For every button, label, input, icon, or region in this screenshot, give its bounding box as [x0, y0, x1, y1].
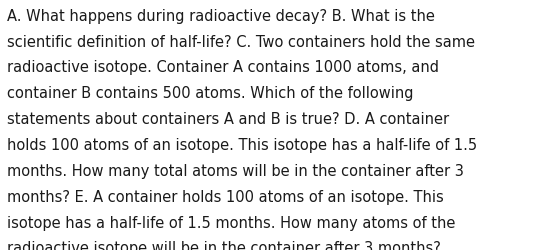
Text: months. How many total atoms will be in the container after 3: months. How many total atoms will be in … [7, 163, 464, 178]
Text: holds 100 atoms of an isotope. This isotope has a half-life of 1.5: holds 100 atoms of an isotope. This isot… [7, 138, 477, 152]
Text: months? E. A container holds 100 atoms of an isotope. This: months? E. A container holds 100 atoms o… [7, 189, 444, 204]
Text: isotope has a half-life of 1.5 months. How many atoms of the: isotope has a half-life of 1.5 months. H… [7, 215, 455, 230]
Text: A. What happens during radioactive decay? B. What is the: A. What happens during radioactive decay… [7, 9, 435, 24]
Text: container B contains 500 atoms. Which of the following: container B contains 500 atoms. Which of… [7, 86, 413, 101]
Text: radioactive isotope. Container A contains 1000 atoms, and: radioactive isotope. Container A contain… [7, 60, 439, 75]
Text: statements about containers A and B is true? D. A container: statements about containers A and B is t… [7, 112, 449, 127]
Text: scientific definition of half-life? C. Two containers hold the same: scientific definition of half-life? C. T… [7, 34, 475, 50]
Text: radioactive isotope will be in the container after 3 months?: radioactive isotope will be in the conta… [7, 240, 441, 250]
